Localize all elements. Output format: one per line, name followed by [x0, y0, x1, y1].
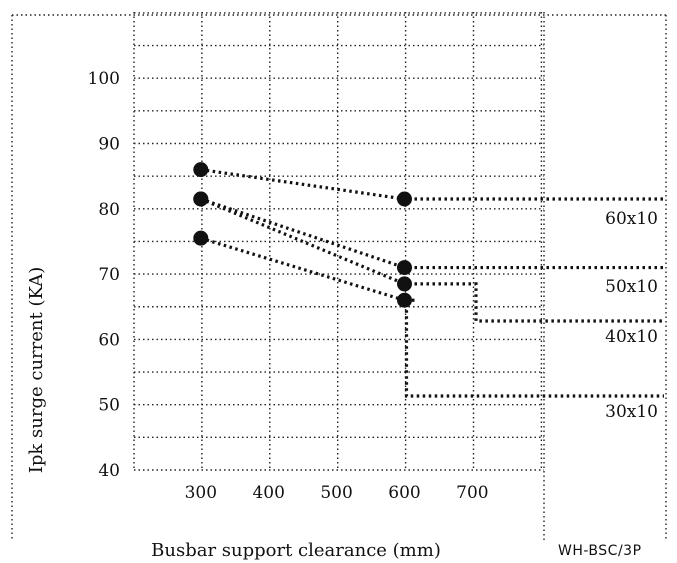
x-tick-400: 400	[252, 483, 284, 503]
point-30x10-0	[193, 230, 209, 246]
chart-frame	[11, 14, 667, 540]
y-tick-90: 90	[98, 135, 120, 155]
y-tick-60: 60	[98, 330, 120, 350]
point-40x10-1	[397, 276, 412, 292]
series-line-40x10	[200, 197, 406, 286]
series-line-60x10	[200, 168, 405, 201]
point-50x10-1	[397, 260, 412, 276]
y-axis-label: Ipk surge current (KA)	[26, 267, 47, 473]
point-60x10-1	[397, 191, 412, 207]
series-points	[193, 162, 412, 308]
leader-40x10	[414, 282, 664, 323]
x-axis-label: Busbar support clearance (mm)	[151, 540, 441, 561]
y-tick-70: 70	[98, 265, 120, 285]
x-tick-700: 700	[456, 483, 488, 503]
x-tick-500: 500	[320, 483, 352, 503]
series-label-40x10: 40x10	[605, 327, 658, 347]
y-tick-80: 80	[98, 200, 120, 220]
leader-30x10	[404, 298, 664, 398]
series-line-30x10	[200, 236, 405, 302]
series-labels: 60x10 50x10 40x10 30x10	[404, 197, 664, 422]
series-lines	[200, 168, 406, 302]
point-40x10-0	[193, 191, 209, 207]
x-tick-300: 300	[185, 483, 217, 503]
point-30x10-1	[397, 292, 412, 308]
series-label-50x10: 50x10	[605, 277, 658, 297]
axis-tick-labels: 300 400 500 600 700 40 50 60 70 80 90 100	[88, 69, 489, 503]
y-tick-100: 100	[88, 69, 120, 89]
figure-code: WH-BSC/3P	[558, 543, 642, 559]
x-tick-600: 600	[388, 483, 420, 503]
y-tick-40: 40	[98, 461, 120, 481]
series-label-30x10: 30x10	[605, 402, 658, 422]
point-60x10-0	[193, 162, 209, 178]
y-tick-50: 50	[98, 396, 120, 416]
series-label-60x10: 60x10	[605, 209, 658, 229]
chart-grid	[133, 12, 545, 540]
